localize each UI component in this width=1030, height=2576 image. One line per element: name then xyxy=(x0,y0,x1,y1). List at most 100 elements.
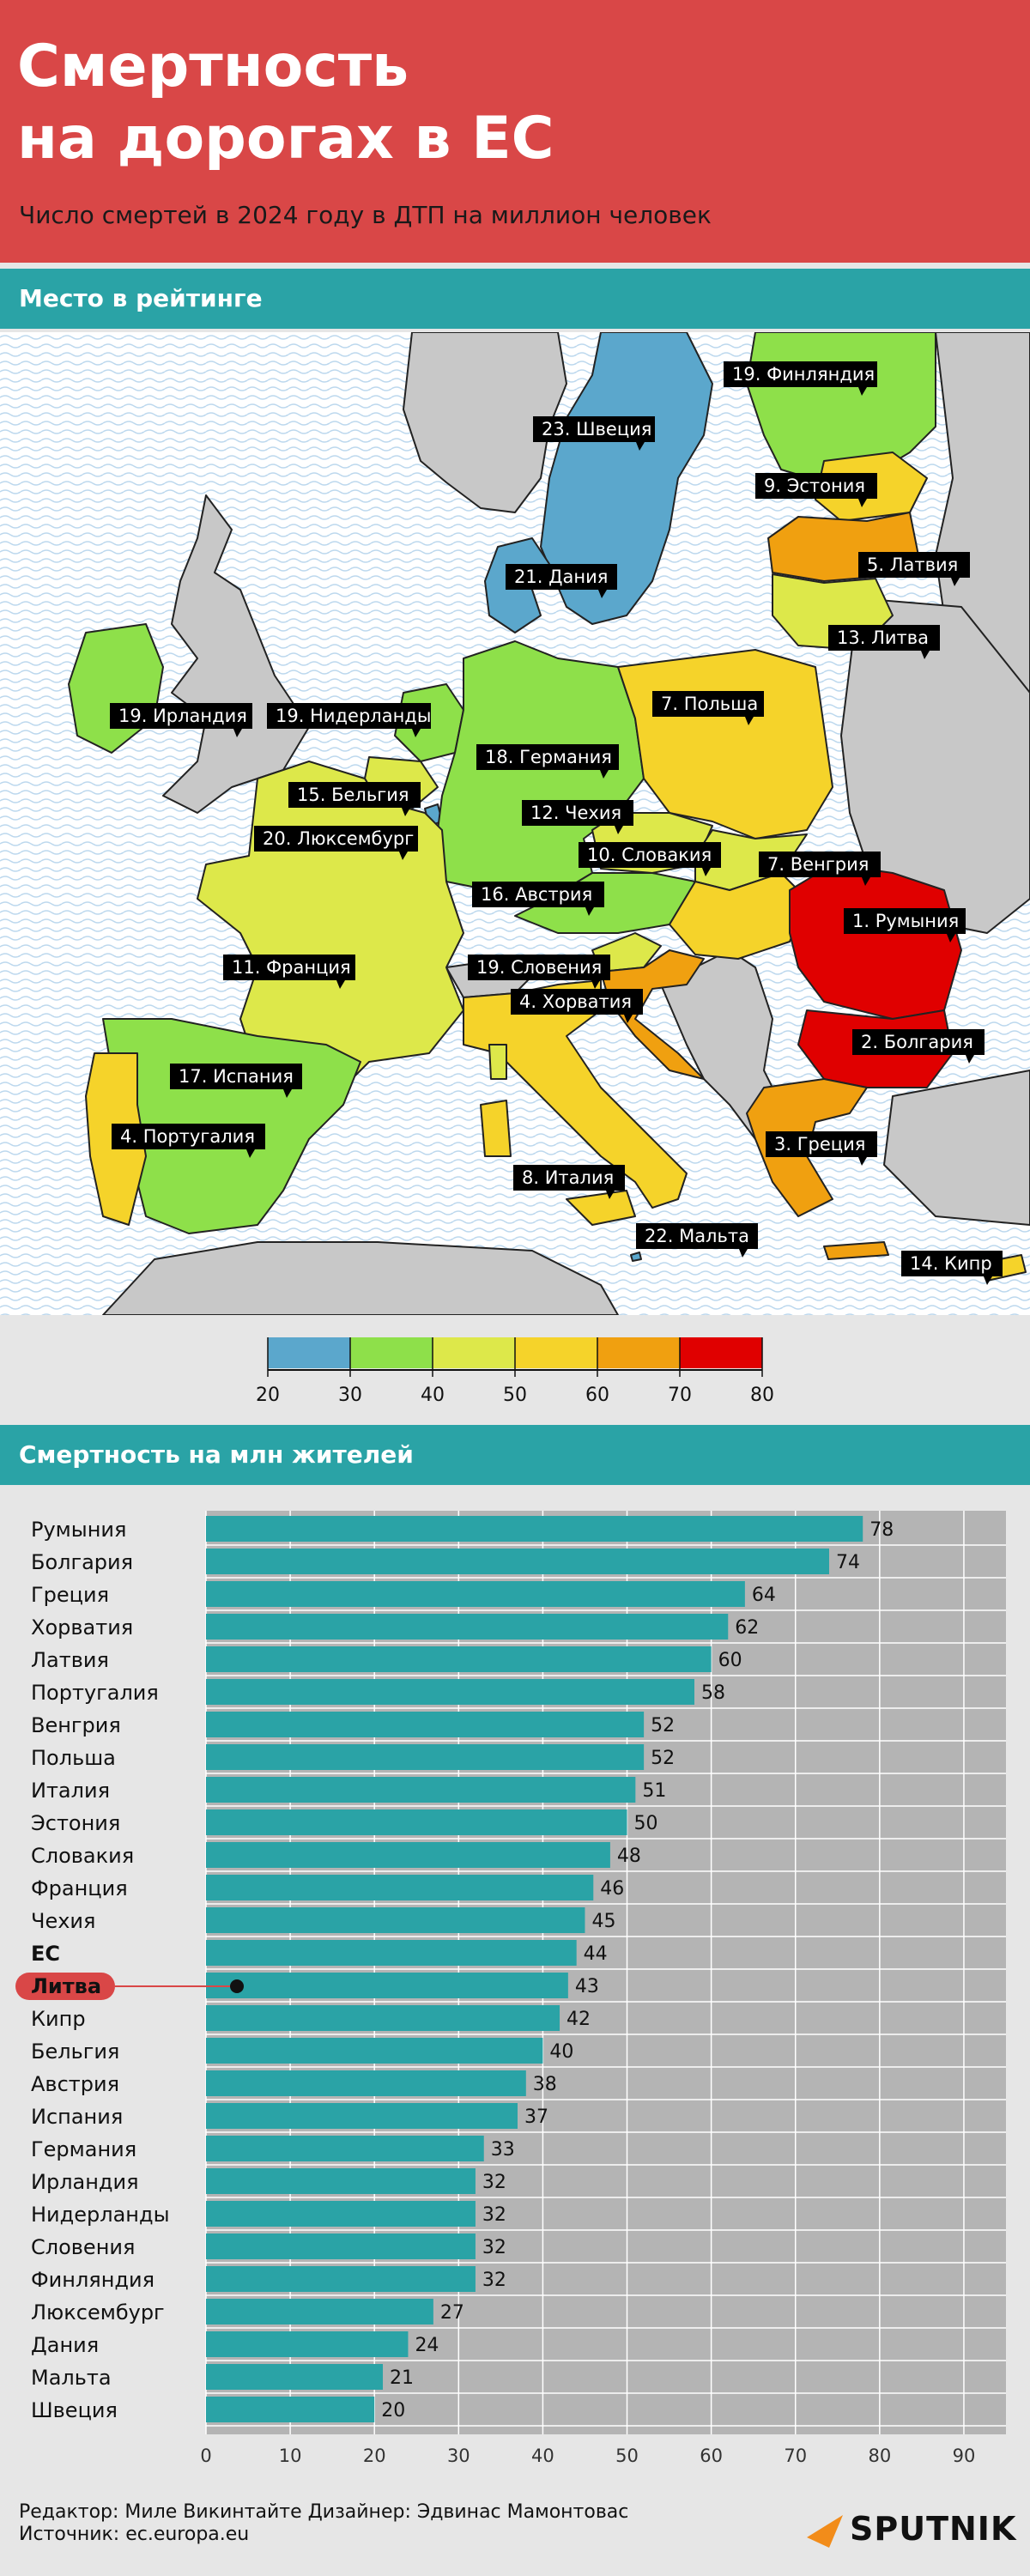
sicily-shape xyxy=(566,1190,636,1226)
ranking-section-header: Место в рейтинге xyxy=(0,269,1030,329)
map-label-pointer xyxy=(858,387,867,396)
map-label-pointer xyxy=(399,852,408,860)
map-label-text: 7. Польша xyxy=(661,694,758,714)
map-label-estonia: 9. Эстония xyxy=(755,473,877,507)
bar-19 xyxy=(206,2136,484,2161)
category-label: Ирландия xyxy=(31,2170,139,2194)
map-label-text: 9. Эстония xyxy=(764,476,865,496)
map-label-text: 7. Венгрия xyxy=(767,854,869,875)
source-text: Источник: ec.europa.eu xyxy=(19,2524,250,2545)
map-label-text: 8. Италия xyxy=(522,1167,614,1188)
value-label: 33 xyxy=(491,2139,515,2161)
bar-26 xyxy=(206,2364,384,2390)
bar-14 xyxy=(206,1973,568,1998)
map-label-pointer xyxy=(966,1055,974,1064)
map-label-text: 14. Кипр xyxy=(910,1253,992,1274)
map-label-text: 4. Португалия xyxy=(120,1126,255,1147)
map-label-slovakia: 10. Словакия xyxy=(579,842,721,876)
value-label: 32 xyxy=(482,2204,506,2226)
map-label-box xyxy=(288,782,421,808)
deaths-section-title: Смертность на млн жителей xyxy=(19,1440,414,1469)
x-tick-label: 20 xyxy=(363,2446,386,2464)
map-label-text: 19. Словения xyxy=(476,957,602,978)
map-label-box xyxy=(476,744,619,770)
map-label-pointer xyxy=(246,1149,255,1158)
legend-swatch xyxy=(597,1337,680,1368)
map-label-box xyxy=(844,908,966,934)
map-label-box xyxy=(766,1131,877,1157)
bar-13 xyxy=(206,1940,577,1966)
value-label: 20 xyxy=(381,2400,405,2421)
map-label-poland: 7. Польша xyxy=(652,691,764,725)
europe-map: 19. Финляндия 23. Швеция 9. Эстония 5. Латв… xyxy=(0,331,1030,1316)
map-label-pointer xyxy=(947,934,955,943)
map-label-box xyxy=(112,1124,265,1149)
map-label-pointer xyxy=(739,1249,748,1258)
category-label: Люксембург xyxy=(31,2300,165,2324)
value-label: 43 xyxy=(575,1976,599,1997)
map-label-portugal: 4. Португалия xyxy=(112,1124,265,1158)
legend-swatch xyxy=(680,1337,762,1368)
bar-18 xyxy=(206,2103,518,2129)
page-subtitle: Число смертей в 2024 году в ДТП на милли… xyxy=(19,201,712,229)
value-label: 42 xyxy=(566,2009,591,2030)
map-label-pointer xyxy=(591,980,600,989)
x-tick-label: 30 xyxy=(447,2446,470,2464)
highlight-dot xyxy=(230,1979,244,1993)
map-label-pointer xyxy=(606,1191,615,1199)
legend-tick-label: 20 xyxy=(256,1385,280,1406)
norway-shape xyxy=(403,331,567,513)
map-label-text: 1. Румыния xyxy=(852,911,959,931)
map-label-text: 5. Латвия xyxy=(867,555,958,575)
value-label: 32 xyxy=(482,2172,506,2193)
x-tick-label: 60 xyxy=(700,2446,723,2464)
map-label-text: 11. Франция xyxy=(232,957,351,978)
category-label: Чехия xyxy=(31,1909,95,1933)
map-label-france: 11. Франция xyxy=(223,955,355,989)
category-label: ЕС xyxy=(31,1942,60,1966)
map-label-box xyxy=(472,882,604,907)
map-label-pointer xyxy=(745,717,754,725)
footer: Редактор: Миле Викинтайте Дизайнер: Эдви… xyxy=(0,2489,1030,2576)
map-label-lithuania: 13. Литва xyxy=(828,625,940,659)
sputnik-logo: SPUTNIK xyxy=(803,2501,1018,2553)
map-label-box xyxy=(513,1165,625,1191)
north-africa-shape xyxy=(102,1241,619,1316)
map-label-czechia: 12. Чехия xyxy=(522,800,633,834)
category-label: Бельгия xyxy=(31,2040,119,2064)
map-label-box xyxy=(254,826,418,852)
map-label-croatia: 4. Хорватия xyxy=(511,989,643,1023)
map-label-box xyxy=(223,955,355,980)
map-label-italy: 8. Италия xyxy=(513,1165,625,1199)
color-scale-legend: 20 30 40 50 60 70 80 xyxy=(0,1315,1030,1425)
uk-shape xyxy=(162,494,310,814)
category-label: Кипр xyxy=(31,2007,86,2031)
turkey-shape xyxy=(883,1070,1030,1226)
highlight-pill xyxy=(15,1973,115,2000)
legend-tick-label: 60 xyxy=(585,1385,609,1406)
map-label-belgium: 15. Бельгия xyxy=(288,782,421,816)
legend-tick-label: 70 xyxy=(668,1385,692,1406)
map-label-box xyxy=(511,989,643,1015)
map-label-pointer xyxy=(615,826,623,834)
x-tick-label: 40 xyxy=(531,2446,554,2464)
map-label-pointer xyxy=(702,868,711,876)
value-label: 44 xyxy=(584,1943,608,1965)
map-label-text: 19. Нидерланды xyxy=(276,706,431,726)
bar-0 xyxy=(206,1516,863,1542)
map-label-pointer xyxy=(624,1015,633,1023)
map-label-text: 3. Греция xyxy=(774,1134,865,1155)
map-label-pointer xyxy=(636,442,645,451)
map-label-text: 23. Швеция xyxy=(542,419,651,439)
map-label-pointer xyxy=(951,578,960,586)
map-label-text: 17. Испания xyxy=(179,1066,294,1087)
map-label-text: 4. Хорватия xyxy=(519,991,632,1012)
map-label-pointer xyxy=(984,1276,992,1285)
crete-shape xyxy=(823,1241,889,1260)
category-label: Швеция xyxy=(31,2398,118,2422)
map-label-bulgaria: 2. Болгария xyxy=(852,1029,985,1064)
map-label-luxembourg: 20. Люксембург xyxy=(254,826,418,860)
map-label-pointer xyxy=(283,1089,292,1098)
bar-7 xyxy=(206,1744,645,1770)
map-label-sweden: 23. Швеция xyxy=(533,416,655,451)
